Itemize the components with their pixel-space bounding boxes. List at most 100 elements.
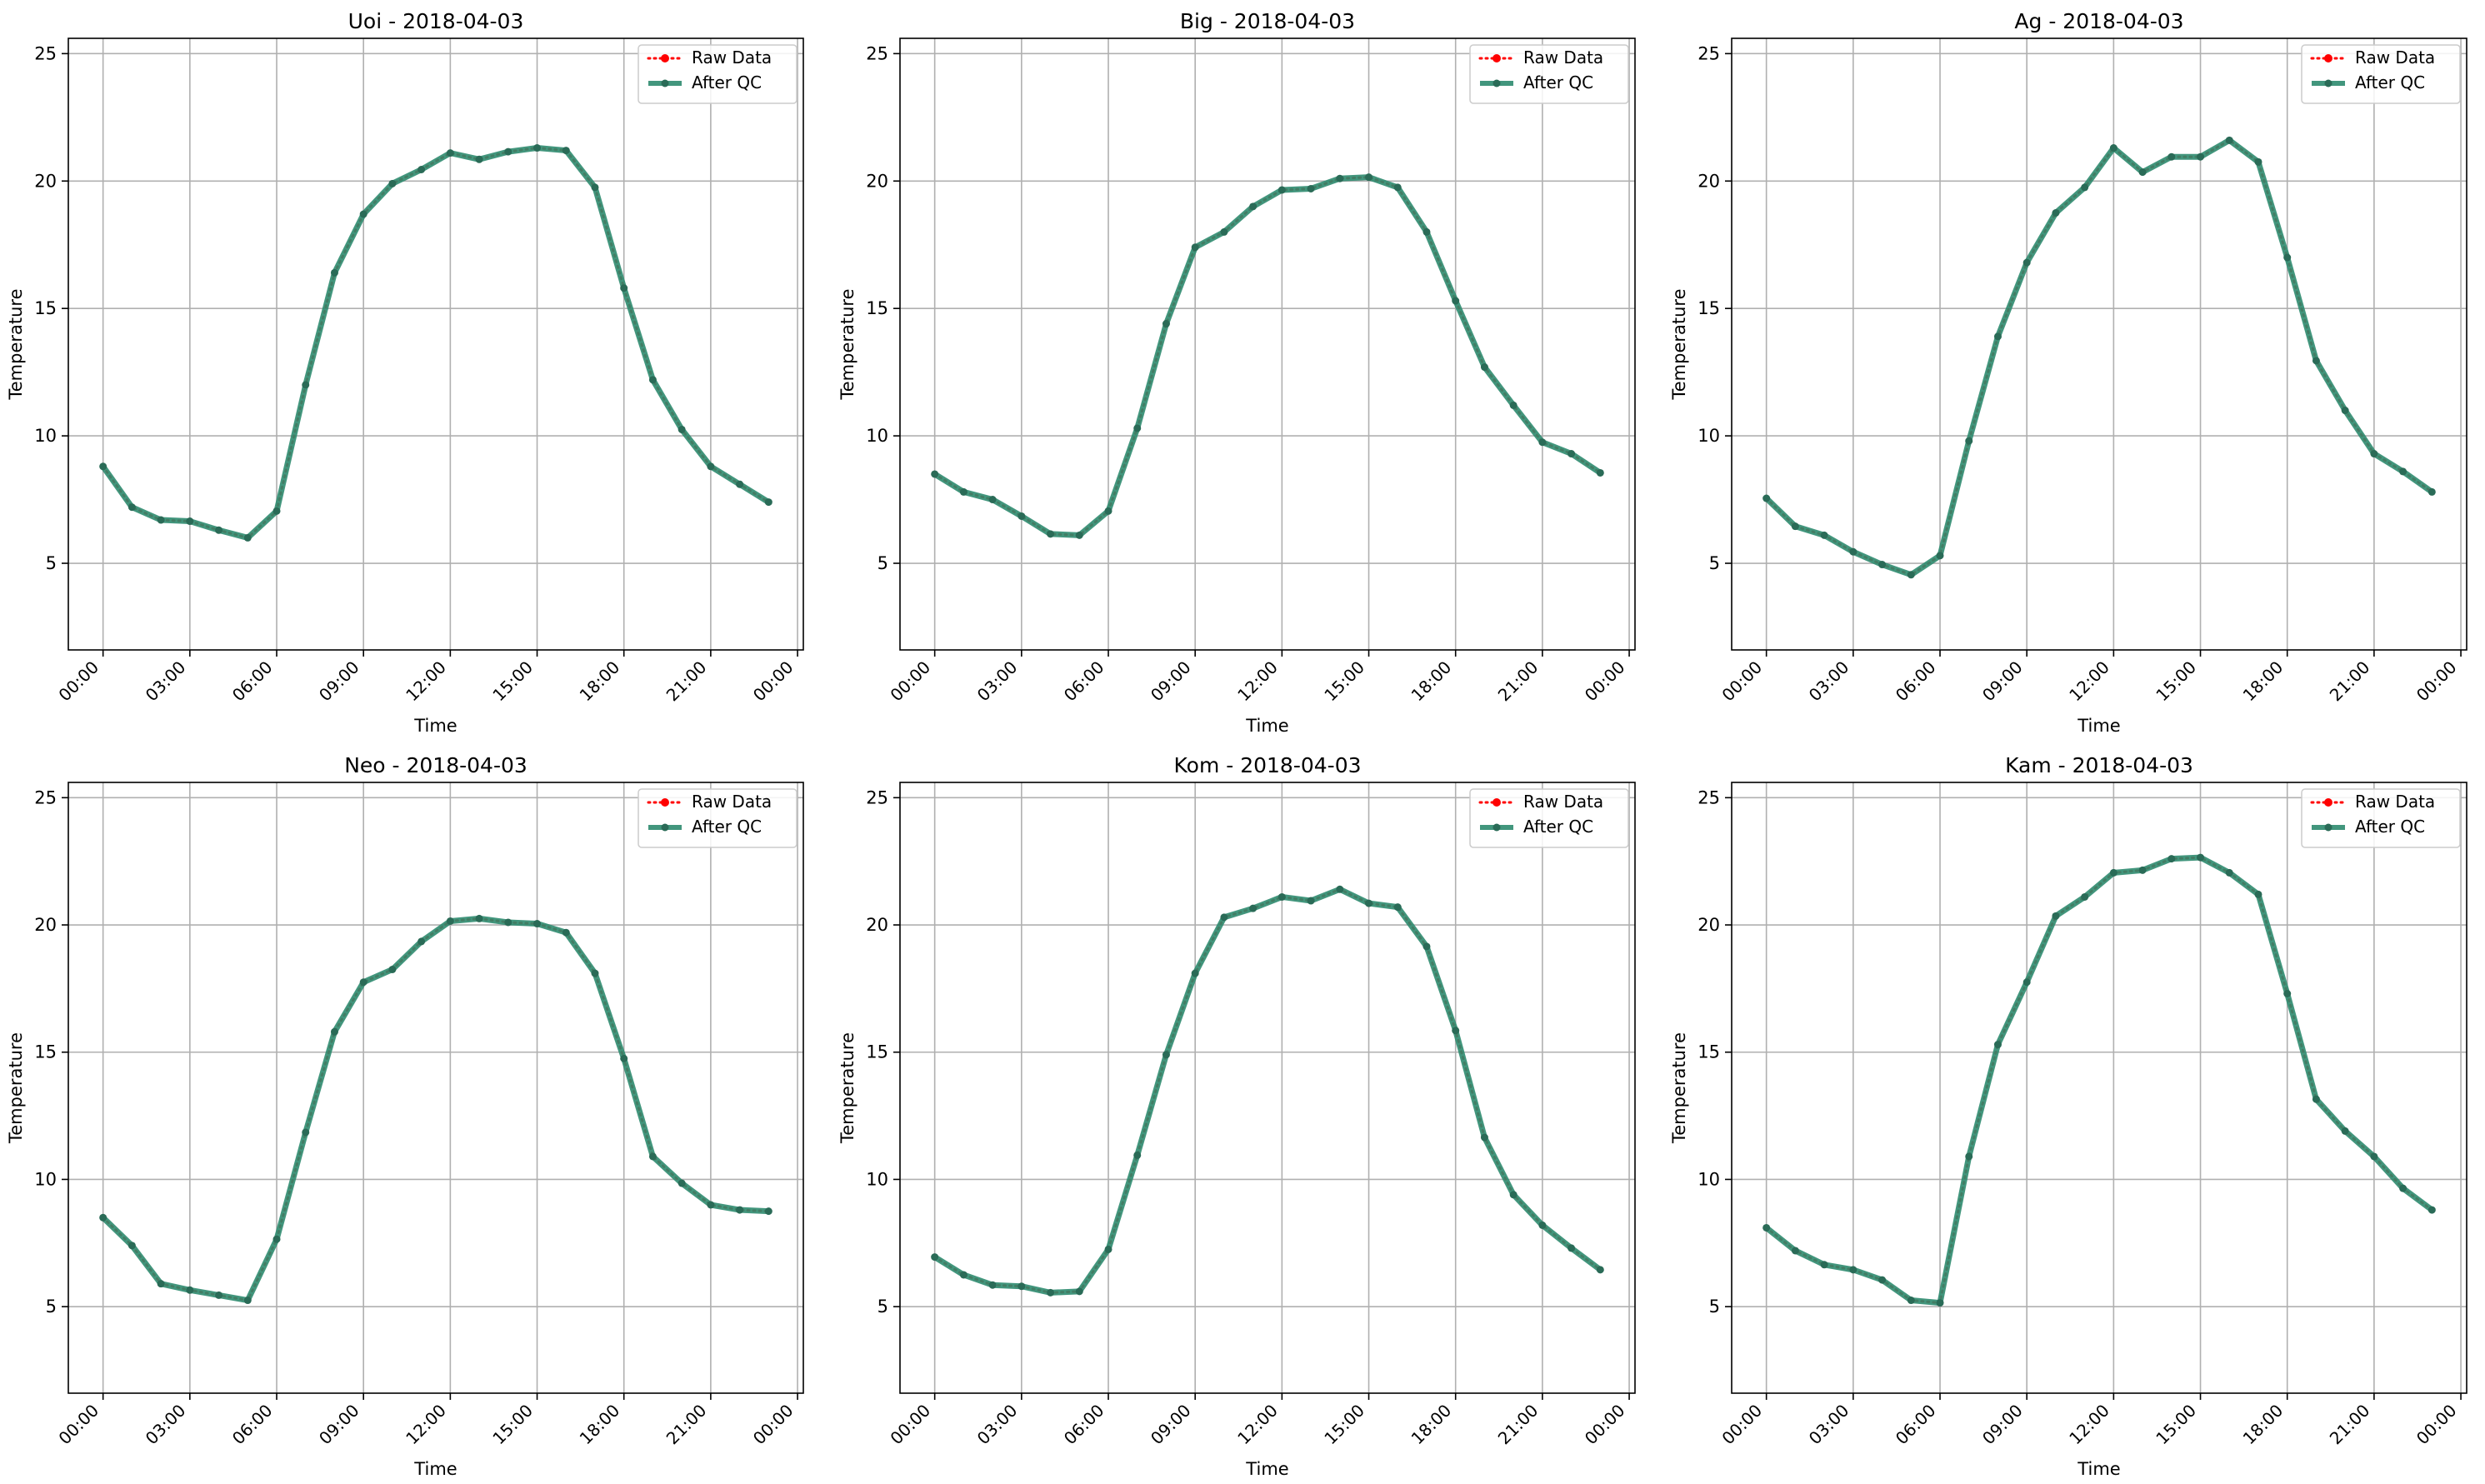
legend-qc-label: After QC — [692, 72, 762, 92]
after-qc-point — [1075, 1287, 1083, 1296]
after-qc-point — [1480, 363, 1488, 372]
after-qc-point — [1965, 1152, 1973, 1161]
legend-raw-marker — [661, 798, 669, 807]
y-tick-label: 10 — [34, 1169, 57, 1189]
legend-raw-label: Raw Data — [692, 792, 772, 812]
x-tick-label: 09:00 — [1147, 657, 1195, 706]
after-qc-point — [2168, 855, 2176, 863]
x-tick-label: 21:00 — [1494, 1401, 1542, 1449]
after-qc-point — [1047, 1288, 1055, 1297]
legend-raw-marker — [661, 54, 669, 62]
y-tick-label: 10 — [866, 426, 888, 446]
after-qc-point — [2428, 1206, 2436, 1214]
after-qc-point — [1162, 1051, 1170, 1059]
x-tick-label: 00:00 — [749, 657, 798, 706]
x-axis-label: Time — [413, 716, 457, 736]
x-tick-label: 00:00 — [2412, 657, 2461, 706]
x-tick-label: 09:00 — [315, 657, 363, 706]
after-qc-point — [1993, 332, 2002, 341]
x-tick-label: 12:00 — [402, 657, 450, 706]
after-qc-point — [2138, 866, 2147, 874]
after-qc-point — [648, 1152, 657, 1161]
after-qc-point — [1568, 1244, 1576, 1252]
x-axis-label: Time — [413, 1459, 457, 1479]
after-qc-point — [1047, 530, 1055, 538]
after-qc-point — [764, 1207, 772, 1216]
after-qc-point — [186, 1286, 194, 1294]
after-qc-point — [1762, 1223, 1771, 1232]
after-qc-point — [2428, 487, 2436, 496]
x-tick-label: 12:00 — [1233, 657, 1282, 706]
after-qc-point — [475, 155, 483, 163]
x-axis-label: Time — [2077, 1459, 2120, 1479]
after-qc-point — [1965, 437, 1973, 445]
after-qc-point — [1307, 184, 1315, 192]
after-qc-line — [1763, 137, 2435, 578]
x-tick-label: 15:00 — [488, 657, 537, 706]
subplot-title: Big - 2018-04-03 — [1180, 9, 1355, 33]
y-tick-label: 25 — [866, 787, 888, 807]
after-qc-point — [1307, 897, 1315, 905]
legend-qc-marker — [2324, 79, 2332, 87]
x-tick-label: 03:00 — [142, 1401, 190, 1449]
after-qc-point — [1568, 450, 1576, 458]
after-qc-point — [931, 1253, 939, 1262]
after-qc-point — [1849, 547, 1858, 556]
after-qc-point — [2109, 868, 2118, 877]
x-tick-label: 18:00 — [576, 657, 624, 706]
after-qc-point — [2138, 168, 2147, 177]
after-qc-point — [388, 965, 397, 973]
after-qc-point — [1791, 522, 1799, 531]
x-tick-label: 09:00 — [1978, 657, 2027, 706]
after-qc-point — [1249, 904, 1258, 912]
y-tick-label: 15 — [34, 298, 57, 318]
after-qc-point — [1422, 942, 1431, 951]
after-qc-point — [2370, 1152, 2378, 1161]
after-qc-point — [1133, 424, 1142, 432]
after-qc-point — [2168, 152, 2176, 161]
y-axis-label: Temperature — [1669, 1032, 1689, 1144]
x-tick-label: 00:00 — [749, 1401, 798, 1449]
x-tick-label: 00:00 — [54, 657, 102, 706]
y-tick-label: 15 — [34, 1042, 57, 1062]
x-tick-label: 06:00 — [228, 1401, 277, 1449]
y-axis-label: Temperature — [6, 1032, 26, 1144]
after-qc-point — [1365, 899, 1373, 907]
after-qc-point — [931, 470, 939, 478]
after-qc-point — [533, 144, 542, 152]
legend: Raw Data After QC — [638, 788, 798, 848]
legend-qc-label: After QC — [1523, 72, 1593, 92]
legend: Raw Data After QC — [1469, 788, 1629, 848]
after-qc-point — [2341, 407, 2349, 415]
after-qc-point — [562, 147, 570, 155]
y-axis-label: Temperature — [838, 1032, 858, 1144]
x-tick-label: 21:00 — [662, 657, 711, 706]
y-tick-label: 5 — [878, 1297, 888, 1317]
after-qc-point — [2109, 144, 2118, 152]
after-qc-point — [99, 1213, 108, 1222]
after-qc-point — [330, 1027, 338, 1036]
after-qc-point — [186, 517, 194, 526]
legend-qc-marker — [661, 823, 669, 832]
axes-frame — [1731, 37, 2468, 651]
x-tick-label: 12:00 — [1233, 1401, 1282, 1449]
after-qc-point — [2399, 467, 2408, 476]
y-tick-label: 20 — [34, 171, 57, 191]
legend-raw-label: Raw Data — [2355, 47, 2435, 67]
after-qc-point — [591, 183, 599, 192]
y-tick-label: 25 — [1698, 787, 1720, 807]
axes-frame — [68, 782, 804, 1394]
x-tick-label: 18:00 — [2239, 1401, 2288, 1449]
after-qc-point — [2225, 868, 2233, 877]
x-tick-label: 12:00 — [2065, 657, 2113, 706]
after-qc-point — [1907, 1297, 1915, 1305]
after-qc-point — [243, 1297, 252, 1305]
y-tick-label: 20 — [866, 171, 888, 191]
after-qc-point — [1596, 468, 1604, 477]
after-qc-point — [736, 1206, 744, 1214]
after-qc-point — [2283, 253, 2292, 262]
after-qc-point — [1393, 183, 1402, 192]
x-tick-label: 15:00 — [2152, 657, 2200, 706]
subplot-title: Kam - 2018-04-03 — [2005, 753, 2193, 777]
legend: Raw Data After QC — [2301, 44, 2461, 104]
